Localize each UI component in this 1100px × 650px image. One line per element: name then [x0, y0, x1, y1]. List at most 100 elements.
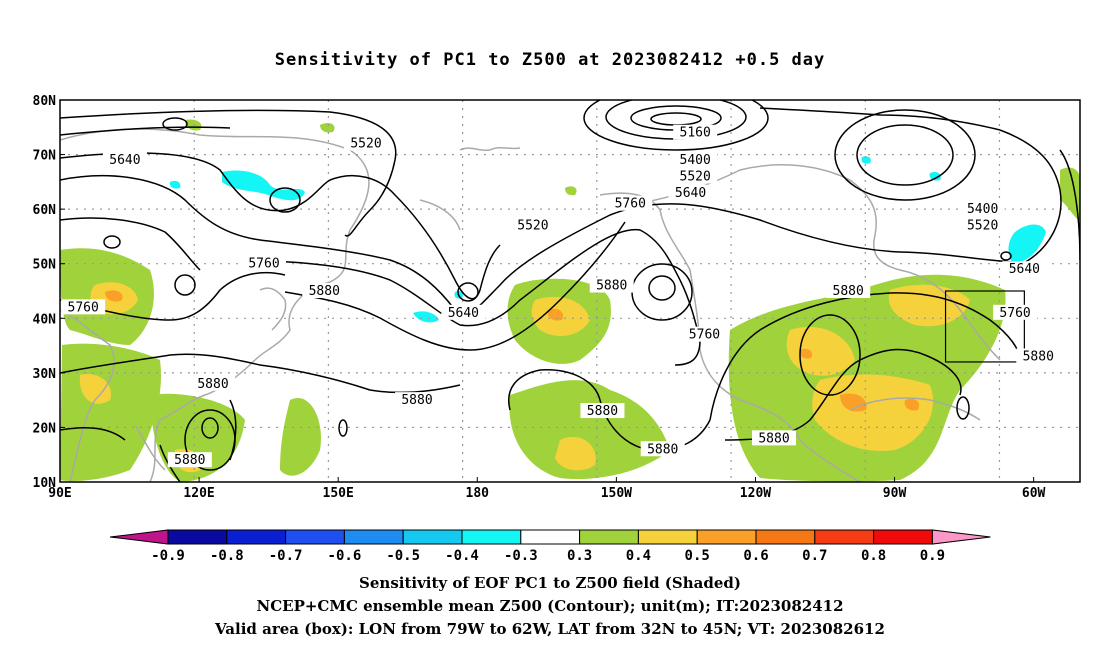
colorbar-tick-label: -0.7: [269, 548, 303, 564]
colorbar-tick-label: 0.3: [567, 548, 592, 564]
contour-label: 5760: [615, 197, 646, 212]
colorbar-swatch: [696, 529, 757, 545]
map-frame: [59, 99, 1081, 483]
contour-label-bg: [608, 195, 653, 211]
negative-sensitivity-shading: [169, 156, 1046, 323]
colorbar-swatch: [873, 529, 933, 545]
contour-label: 5880: [174, 453, 205, 468]
contour-label-bg: [673, 168, 718, 184]
lat-label: 60N: [33, 203, 57, 218]
contour-label-bg: [668, 184, 713, 200]
lat-label: 80N: [33, 94, 57, 109]
contour-label: 5880: [833, 284, 864, 299]
contour-label: 5760: [248, 257, 279, 272]
contour-label: 5880: [596, 279, 627, 294]
colorbar-tick-label: 0.4: [626, 548, 651, 564]
contour-label: 5760: [999, 306, 1030, 321]
colorbar-swatch: [755, 529, 816, 545]
lon-label: 90E: [48, 486, 71, 501]
colorbar-tick-label: 0.8: [861, 548, 886, 564]
contour-label-bg: [673, 124, 718, 140]
contour-label: 5880: [1023, 349, 1054, 364]
contour-label: 5880: [758, 431, 789, 446]
contour-label-bg: [510, 217, 555, 233]
colorbar-tick-label: -0.9: [151, 548, 185, 564]
contour-label: 5880: [401, 393, 432, 408]
contour-label: 5640: [1009, 262, 1040, 277]
valid-area-box: [944, 290, 1025, 363]
lat-label: 40N: [33, 312, 57, 327]
contour-label: 5520: [967, 219, 998, 234]
colorbar-tick-label: -0.8: [210, 548, 244, 564]
colorbar-tick-label: -0.4: [445, 548, 479, 564]
contour-label: 5880: [587, 404, 618, 419]
contour-label-bg: [242, 255, 286, 271]
lon-label: 90W: [883, 486, 907, 501]
grid-lines: [60, 100, 1080, 482]
colorbar-swatch: [167, 529, 228, 545]
caption-valid-area: Valid area (box): LON from 79W to 62W, L…: [215, 620, 885, 638]
colorbar-high-triangle: [931, 529, 991, 545]
contour-label-bg: [1016, 348, 1061, 364]
contour-label: 5520: [350, 137, 381, 152]
lat-label: 70N: [33, 149, 57, 164]
contour-label: 5160: [680, 126, 711, 141]
colorbar-swatch: [343, 529, 404, 545]
contour-label-bg: [673, 152, 718, 168]
contour-label-bg: [960, 217, 1005, 233]
contour-label: 5520: [517, 219, 548, 234]
colorbar-tick-label: 0.5: [685, 548, 710, 564]
contour-label: 5400: [680, 153, 711, 168]
latitude-labels: 80N 70N 60N 50N 40N 30N 20N 10N: [33, 94, 65, 491]
lon-label: 150W: [601, 486, 632, 501]
contour-label-bg: [1002, 261, 1047, 277]
contour-label-bg: [167, 452, 212, 468]
contour-label-bg: [826, 283, 871, 298]
colorbar-swatch: [226, 529, 287, 545]
contour-label: 5400: [967, 202, 998, 217]
contour-label-bg: [682, 326, 727, 342]
coastlines: [60, 128, 1001, 482]
contour-label: 5640: [675, 186, 706, 201]
colorbar-swatch: [461, 529, 522, 545]
contour-label: 5760: [689, 328, 720, 343]
contour-label-bg: [589, 277, 634, 293]
lat-label: 10N: [33, 476, 57, 491]
contour-label: 5760: [68, 300, 99, 315]
map-content: 5520564051605400552056405760552054005520…: [60, 100, 1080, 482]
colorbar-swatch: [402, 529, 463, 545]
lon-label: 120E: [183, 486, 214, 501]
colorbar-tick-label: 0.7: [802, 548, 827, 564]
colorbar-tick-label: 0.6: [743, 548, 768, 564]
positive-sensitivity-shading: [60, 119, 1080, 482]
colorbar-swatch: [814, 529, 875, 545]
caption-contour: NCEP+CMC ensemble mean Z500 (Contour); u…: [256, 597, 844, 615]
contour-label-bg: [441, 304, 486, 320]
sensitivity-map: 5520564051605400552056405760552054005520…: [33, 94, 1081, 564]
contour-label: 5640: [448, 306, 479, 321]
colorbar: -0.9 -0.8 -0.7 -0.6 -0.5 -0.4 -0.3 0.3 0.4 0.5 0.6…: [109, 529, 991, 564]
contour-label: 5640: [109, 153, 140, 168]
contour-label-bg: [960, 201, 1005, 217]
contour-label-bg: [344, 135, 388, 151]
contour-label: 5880: [197, 377, 228, 392]
contour-label-bg: [395, 392, 439, 408]
colorbar-swatch: [285, 529, 345, 545]
lon-label: 60W: [1022, 486, 1046, 501]
lat-label: 20N: [33, 421, 57, 436]
contour-label-bg: [580, 403, 625, 419]
contour-label: 5520: [680, 169, 711, 184]
colorbar-tick-label: -0.6: [328, 548, 362, 564]
contour-label-bg: [102, 152, 147, 168]
contour-label-bg: [191, 375, 235, 391]
contour-label-bg: [993, 304, 1038, 320]
contour-label-bg: [640, 441, 685, 457]
contour-labels: 5520564051605400552056405760552054005520…: [61, 124, 1061, 468]
contour-label: 5880: [309, 284, 340, 299]
colorbar-tick-label: 0.9: [920, 548, 945, 564]
lon-label: 180: [466, 486, 490, 501]
longitude-labels: 90E 120E 150E 180 150W 120W 90W 60W: [48, 477, 1046, 501]
figure-title: Sensitivity of PC1 to Z500 at 2023082412…: [274, 50, 826, 70]
colorbar-swatch: [520, 529, 581, 545]
contour-label-bg: [752, 430, 796, 446]
